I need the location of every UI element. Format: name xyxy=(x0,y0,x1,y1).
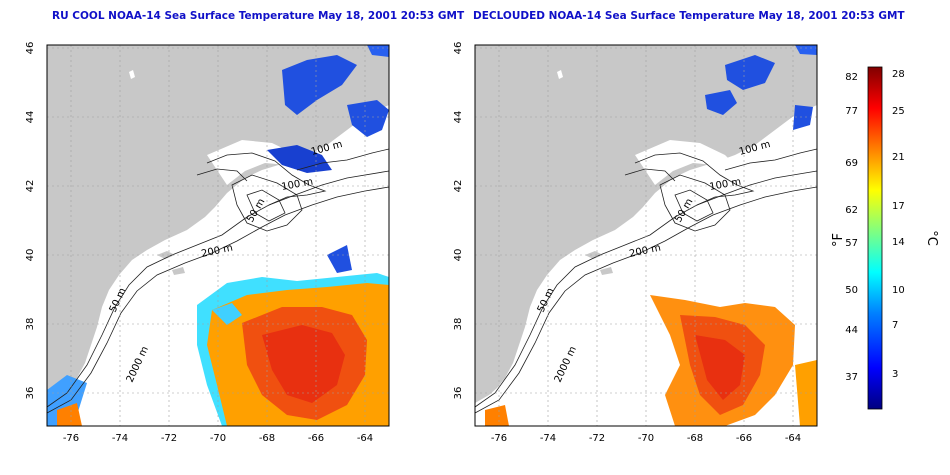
lon-tick: -70 xyxy=(210,433,226,444)
lat-tick: 40 xyxy=(453,249,464,262)
lat-tick: 42 xyxy=(25,180,36,193)
right-map-title: DECLOUDED NOAA-14 Sea Surface Temperatur… xyxy=(473,10,905,22)
lon-tick: -68 xyxy=(259,433,275,444)
colorbar: 82 77 69 62 57 50 44 37 28 25 21 17 14 1… xyxy=(831,66,939,410)
celsius-tick: 17 xyxy=(892,201,905,212)
colorbar-gradient xyxy=(867,66,883,410)
lon-tick: -76 xyxy=(63,433,79,444)
lat-tick: 46 xyxy=(25,42,36,55)
lat-tick: 36 xyxy=(453,387,464,400)
lat-tick: 40 xyxy=(25,249,36,262)
lon-tick: -74 xyxy=(540,433,556,444)
right-grid xyxy=(475,45,817,426)
celsius-tick: 25 xyxy=(892,106,905,117)
celsius-tick: 3 xyxy=(892,369,898,380)
right-map-panel: 100 m 100 m 50 m 200 m 50 m 2000 m -76 -… xyxy=(453,42,818,444)
lat-tick: 44 xyxy=(25,111,36,124)
fahrenheit-tick: 50 xyxy=(845,285,858,296)
fahrenheit-tick: 57 xyxy=(845,238,858,249)
lat-tick: 36 xyxy=(25,387,36,400)
celsius-tick: 7 xyxy=(892,320,898,331)
lon-tick: -68 xyxy=(687,433,703,444)
contour-label: 100 m xyxy=(281,177,314,193)
left-grid xyxy=(47,45,389,426)
fahrenheit-tick: 37 xyxy=(845,372,858,383)
celsius-tick: 10 xyxy=(892,285,905,296)
lon-tick: -64 xyxy=(357,433,373,444)
fahrenheit-tick: 44 xyxy=(845,325,858,336)
lon-tick: -72 xyxy=(589,433,605,444)
fahrenheit-tick: 62 xyxy=(845,205,858,216)
celsius-tick: 21 xyxy=(892,152,905,163)
fahrenheit-tick: 77 xyxy=(845,106,858,117)
lat-tick: 42 xyxy=(453,180,464,193)
lon-tick: -64 xyxy=(785,433,801,444)
lat-tick: 46 xyxy=(453,42,464,55)
lon-tick: -70 xyxy=(638,433,654,444)
contour-label: 100 m xyxy=(709,177,742,193)
lon-tick: -76 xyxy=(491,433,507,444)
lon-tick: -74 xyxy=(112,433,128,444)
unit-celsius: °C xyxy=(924,230,939,246)
lat-tick: 38 xyxy=(453,318,464,331)
lon-tick: -66 xyxy=(308,433,324,444)
celsius-tick: 28 xyxy=(892,69,905,80)
lat-tick: 38 xyxy=(25,318,36,331)
celsius-tick: 14 xyxy=(892,237,905,248)
lon-tick: -66 xyxy=(736,433,752,444)
left-map-title: RU COOL NOAA-14 Sea Surface Temperature … xyxy=(52,10,465,22)
unit-fahrenheit: °F xyxy=(831,233,846,247)
lon-tick: -72 xyxy=(161,433,177,444)
lat-tick: 44 xyxy=(453,111,464,124)
fahrenheit-tick: 82 xyxy=(845,72,858,83)
left-map-panel: 100 m 100 m 50 m 200 m 50 m 2000 m -76 -… xyxy=(25,42,390,444)
fahrenheit-tick: 69 xyxy=(845,158,858,169)
